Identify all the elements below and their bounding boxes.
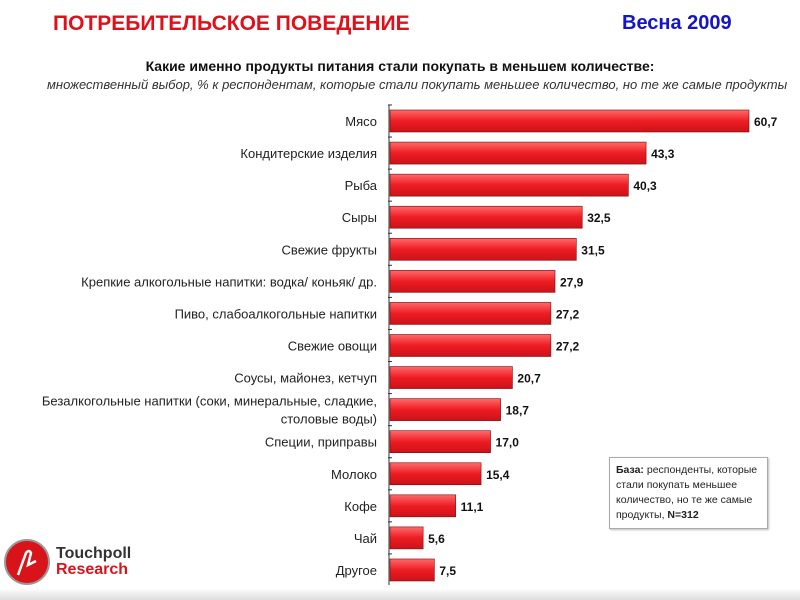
data-label: 18,7 bbox=[506, 404, 530, 418]
bar bbox=[389, 558, 435, 582]
sample-size: N=312 bbox=[667, 509, 699, 521]
logo-line2: Research bbox=[56, 561, 129, 578]
base-note: База: респонденты, которые стали покупат… bbox=[609, 457, 768, 529]
footer-bar bbox=[0, 588, 800, 600]
bar bbox=[389, 494, 456, 518]
data-label: 60,7 bbox=[754, 115, 778, 129]
data-label: 7,5 bbox=[439, 564, 456, 578]
data-label: 11,1 bbox=[461, 500, 484, 514]
logo-line1: Touchpoll bbox=[56, 545, 132, 562]
category-label: Крепкие алкогольные напитки: водка/ конь… bbox=[81, 274, 377, 289]
bar bbox=[389, 398, 501, 421]
category-label: Рыба bbox=[345, 178, 378, 193]
data-label: 5,6 bbox=[428, 532, 445, 546]
bar bbox=[389, 302, 552, 325]
data-label: 43,3 bbox=[651, 147, 675, 161]
category-label: Свежие фрукты bbox=[282, 242, 377, 257]
category-label: Другое bbox=[336, 563, 377, 578]
bar bbox=[389, 205, 583, 229]
data-label: 31,5 bbox=[581, 243, 605, 257]
data-label: 32,5 bbox=[587, 211, 611, 225]
category-label: Безалкогольные напитки (соки, минеральны… bbox=[42, 394, 377, 427]
bar bbox=[389, 141, 647, 165]
base-label: База: bbox=[616, 464, 644, 476]
category-label: Кондитерские изделия bbox=[240, 146, 377, 161]
data-label: 27,2 bbox=[556, 339, 580, 353]
data-label: 40,3 bbox=[633, 179, 657, 193]
bar bbox=[389, 462, 482, 486]
base-text: респонденты, которые стали покупать мень… bbox=[616, 464, 758, 521]
bar bbox=[389, 237, 577, 261]
category-label: Кофе bbox=[344, 499, 377, 514]
category-label: Мясо bbox=[345, 114, 377, 129]
category-label: Молоко bbox=[331, 467, 377, 482]
season-label: Весна 2009 bbox=[622, 12, 732, 34]
data-label: 15,4 bbox=[486, 468, 510, 482]
category-label: Свежие овощи bbox=[288, 338, 377, 353]
data-label: 20,7 bbox=[517, 372, 541, 386]
category-label: Соусы, майонез, кетчуп bbox=[234, 371, 377, 386]
category-label: Пиво, слабоалкогольные напитки bbox=[175, 306, 377, 321]
chart-subtitle: множественный выбор, % к респондентам, к… bbox=[47, 77, 788, 92]
logo: Touchpoll Research bbox=[4, 537, 131, 587]
chart-title: Какие именно продукты питания стали поку… bbox=[145, 58, 655, 74]
category-label: Чай bbox=[354, 531, 377, 546]
data-label: 17,0 bbox=[496, 436, 520, 450]
bar bbox=[389, 173, 629, 197]
touchpoll-logo-icon bbox=[4, 539, 50, 585]
bar bbox=[389, 430, 491, 454]
bar bbox=[389, 109, 750, 133]
bar bbox=[389, 366, 513, 389]
data-label: 27,2 bbox=[556, 307, 580, 321]
page-title: ПОТРЕБИТЕЛЬСКОЕ ПОВЕДЕНИЕ bbox=[53, 12, 410, 35]
bar bbox=[389, 334, 552, 357]
category-label: Специи, приправы bbox=[265, 435, 377, 450]
bar bbox=[389, 526, 424, 550]
bar bbox=[389, 270, 556, 293]
category-label: Сыры bbox=[342, 210, 377, 225]
data-label: 27,9 bbox=[560, 275, 584, 289]
